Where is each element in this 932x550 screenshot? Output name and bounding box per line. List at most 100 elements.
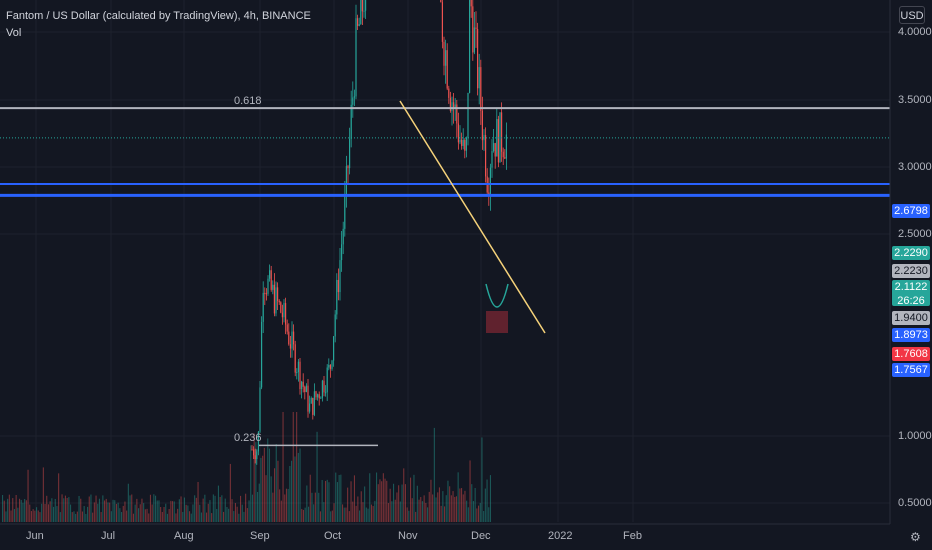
candle-body	[499, 112, 501, 163]
volume-bar	[238, 513, 240, 522]
candle-body	[275, 287, 277, 314]
volume-bar	[7, 498, 9, 522]
volume-bar	[291, 460, 293, 522]
volume-bar	[47, 504, 49, 522]
volume-bar	[425, 502, 427, 522]
volume-bar	[408, 510, 410, 522]
candle-body	[334, 314, 336, 337]
volume-bar	[3, 500, 5, 522]
price-badge: 1.9400	[892, 311, 930, 325]
volume-bar	[342, 504, 344, 522]
volume-bar	[64, 495, 66, 522]
candle-body	[344, 194, 346, 229]
candle-body	[353, 96, 355, 98]
volume-bar	[428, 491, 430, 522]
volume-bar	[166, 513, 168, 522]
candle-body	[365, 0, 367, 11]
candle-body	[465, 137, 467, 151]
price-badge: 2.1122 26:26	[892, 280, 930, 307]
volume-bar	[24, 498, 26, 522]
volume-bar	[464, 490, 466, 522]
volume-bar	[294, 456, 296, 522]
volume-bar	[160, 507, 162, 522]
volume-bar	[367, 508, 369, 522]
volume-bar	[221, 495, 223, 522]
time-tick-label: Sep	[250, 530, 270, 542]
volume-bar	[427, 507, 429, 522]
candle-body	[299, 361, 301, 390]
volume-bar	[229, 463, 231, 522]
volume-bar	[81, 511, 83, 522]
volume-bar	[85, 513, 87, 522]
volume-bar	[381, 481, 383, 522]
candle-body	[472, 6, 474, 53]
volume-bar	[245, 493, 247, 522]
candle-body	[253, 449, 255, 456]
volume-bar	[5, 511, 7, 522]
price-tick-label: 2.5000	[898, 228, 932, 240]
volume-bar	[438, 487, 440, 522]
volume-bar	[22, 502, 24, 522]
volume-bar	[454, 496, 456, 522]
volume-bar	[314, 492, 316, 522]
volume-bar	[185, 504, 187, 522]
price-tick-label: 1.0000	[898, 430, 932, 442]
chart-title: Fantom / US Dollar (calculated by Tradin…	[6, 10, 311, 22]
volume-bar	[476, 508, 478, 522]
candle-body	[446, 50, 448, 89]
candle-body	[443, 41, 445, 66]
volume-bar	[282, 412, 284, 522]
volume-bar	[440, 505, 442, 522]
volume-bar	[459, 488, 461, 522]
price-tick-label: 0.5000	[898, 497, 932, 509]
volume-bar	[478, 505, 480, 522]
candle-body	[264, 292, 266, 294]
candle-body	[286, 324, 288, 332]
volume-bar	[430, 479, 432, 522]
volume-bar	[387, 503, 389, 522]
candle-body	[361, 0, 363, 12]
volume-bar	[177, 508, 179, 522]
candle-body	[323, 380, 325, 393]
volume-bar	[445, 495, 447, 522]
volume-bar	[112, 499, 114, 522]
volume-bar	[325, 480, 327, 522]
candle-body	[265, 293, 267, 295]
volume-bar	[219, 497, 221, 522]
candle-body	[301, 381, 303, 390]
volume-bar	[209, 500, 211, 522]
candle-body	[358, 24, 360, 26]
volume-bar	[484, 488, 486, 522]
volume-bar	[49, 501, 51, 522]
volume-bar	[189, 511, 191, 522]
volume-bar	[100, 512, 102, 522]
volume-bar	[204, 494, 206, 522]
volume-bar	[304, 507, 306, 522]
candle-body	[497, 119, 499, 163]
volume-bar	[360, 491, 362, 522]
volume-bar	[117, 502, 119, 522]
volume-bar	[44, 503, 46, 522]
fib-level-label: 0.618	[234, 95, 262, 108]
currency-button[interactable]: USD	[899, 6, 925, 24]
volume-bar	[180, 496, 182, 522]
volume-bar	[223, 511, 225, 522]
volume-bar	[447, 480, 449, 522]
volume-bar	[200, 512, 202, 522]
volume-bar	[277, 460, 279, 522]
volume-bar	[122, 505, 124, 522]
volume-bar	[63, 498, 65, 522]
volume-bar	[92, 512, 94, 522]
volume-bar	[267, 438, 269, 522]
volume-bar	[226, 506, 228, 522]
candle-body	[270, 270, 272, 290]
candle-body	[336, 279, 338, 315]
settings-gear-icon[interactable]: ⚙	[910, 530, 921, 544]
candle-body	[440, 0, 442, 3]
volume-bar	[207, 503, 209, 522]
volume-bar	[432, 494, 434, 522]
volume-bar	[139, 504, 141, 522]
volume-bar	[268, 448, 270, 522]
volume-bar	[119, 508, 121, 522]
